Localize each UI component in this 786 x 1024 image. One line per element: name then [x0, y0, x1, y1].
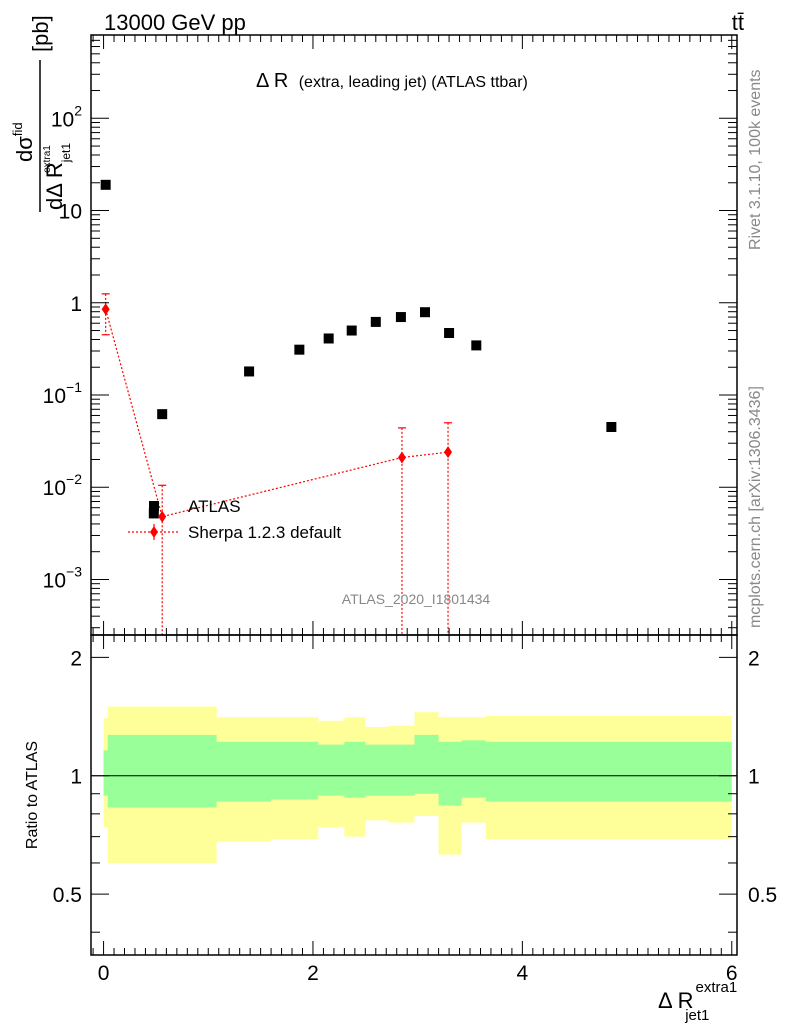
ratio-y-tick-label-right: 1	[748, 766, 760, 789]
main-x-ticks	[92, 35, 733, 635]
atlas-data-point	[419, 307, 430, 318]
atlas-data-point	[157, 409, 168, 420]
ratio-inner-band	[103, 734, 732, 808]
main-title: Δ R (extra, leading jet) (ATLAS ttbar)	[256, 70, 528, 92]
legend-sherpa-marker	[150, 526, 158, 538]
atlas-data-point	[323, 333, 334, 344]
sherpa-data-point	[158, 510, 167, 523]
atlas-data-point	[100, 179, 111, 190]
atlas-data-point	[444, 328, 455, 339]
analysis-watermark: ATLAS_2020_I1801434	[342, 591, 491, 607]
x-axis-label-text: Δ R	[658, 988, 693, 1013]
main-plot-frame	[90, 34, 738, 636]
x-tick-label: 2	[307, 962, 319, 985]
ratio-y-ticks: 0.5 0.5 1 1 2 2	[53, 647, 777, 933]
ratio-y-tick-label-right: 2	[748, 647, 760, 670]
mcplots-label: mcplots.cern.ch [arXiv:1306.3436]	[747, 386, 764, 628]
ratio-x-ticks: 0 2 4 6	[92, 635, 738, 985]
ratio-y-tick-label-right: 0.5	[748, 884, 777, 907]
atlas-data-point	[148, 508, 159, 519]
sherpa-data-point	[397, 451, 406, 464]
sherpa-data-point	[101, 303, 110, 316]
main-legend: ATLAS Sherpa 1.2.3 default	[128, 497, 341, 542]
atlas-data-point	[244, 366, 255, 377]
x-tick-label: 0	[98, 962, 110, 985]
atlas-data-point	[370, 316, 381, 327]
atlas-data-point	[471, 340, 482, 351]
y-tick-label: 10−3	[43, 563, 83, 592]
ylabel-denominator: dΔ Rjet1 extra1	[42, 143, 73, 210]
main-series-layer	[100, 179, 617, 635]
ylabel-numerator-sup: fid	[10, 122, 25, 136]
atlas-data-point	[395, 312, 406, 323]
header-process-label: tt̄	[732, 10, 744, 35]
main-y-ticks: 10−3 10−2 10−1 1 10 102	[43, 34, 737, 629]
y-tick-label: 10−2	[43, 471, 83, 500]
ratio-plot-frame	[90, 634, 738, 956]
ylabel-unit: [pb]	[28, 15, 53, 52]
legend-atlas-label: ATLAS	[188, 497, 241, 516]
atlas-data-point	[294, 344, 305, 355]
ratio-y-tick-label-left: 2	[70, 647, 82, 670]
atlas-data-point	[346, 325, 357, 336]
legend-atlas-marker	[149, 501, 159, 511]
ratio-plot-panel: 0.5 0.5 1 1 2 2 0 2 4 6 Ratio to ATLAS Δ Rextra1…	[24, 634, 777, 1024]
ratio-y-axis-label: Ratio to ATLAS	[24, 741, 41, 849]
y-tick-label: 10−1	[43, 379, 83, 408]
x-tick-label: 6	[726, 962, 738, 985]
main-plot-panel: 10−3 10−2 10−1 1 10 102 Δ R (extra, leading j…	[10, 15, 738, 636]
ratio-y-tick-label-left: 1	[70, 766, 82, 789]
ylabel-denominator-sub: jet1	[59, 143, 73, 164]
ratio-bands-layer	[103, 706, 732, 863]
rivet-version-label: Rivet 3.1.10, 100k events	[747, 69, 764, 250]
y-tick-label: 102	[51, 102, 82, 131]
x-tick-label: 4	[517, 962, 529, 985]
y-tick-label: 1	[70, 293, 82, 316]
sherpa-data-point	[444, 446, 453, 459]
ratio-y-tick-label-left: 0.5	[53, 884, 82, 907]
header-collision-label: 13000 GeV pp	[104, 10, 246, 35]
y-tick-label: 10	[59, 201, 82, 224]
sherpa-line	[105, 309, 449, 518]
x-axis-label-sub: jet1	[684, 1007, 709, 1024]
ylabel-denominator-sup: extra1	[42, 145, 53, 173]
x-axis-label: Δ Rextra1 jet1	[658, 979, 737, 1024]
atlas-data-point	[606, 421, 617, 432]
ylabel-numerator: dσfid	[10, 122, 37, 162]
x-axis-label-sup: extra1	[695, 979, 737, 996]
main-y-axis-label: dσfid dΔ Rjet1 extra1 [pb]	[10, 15, 73, 212]
ylabel-denominator-text: dΔ R	[42, 162, 67, 210]
main-title-detail: (extra, leading jet) (ATLAS ttbar)	[299, 74, 528, 91]
legend-sherpa-label: Sherpa 1.2.3 default	[188, 523, 341, 542]
main-title-symbol: Δ R	[256, 70, 288, 92]
ylabel-numerator-text: dσ	[12, 136, 37, 162]
